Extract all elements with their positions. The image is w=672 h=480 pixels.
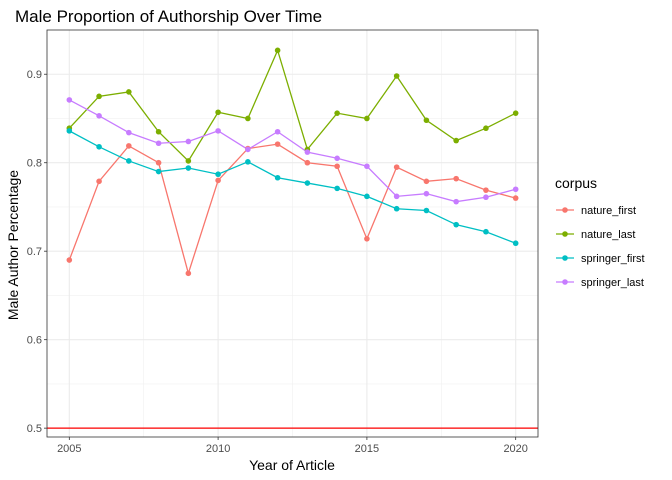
data-point-springer_first [453, 221, 459, 228]
data-point-springer_first [215, 171, 221, 178]
data-point-springer_first [185, 165, 192, 171]
data-point-springer_last [364, 163, 370, 170]
data-point-nature_last [126, 89, 132, 95]
data-point-springer_last [274, 128, 281, 135]
y-axis-title: Male Author Percentage [5, 170, 21, 320]
legend-title: corpus [555, 175, 597, 191]
plot-area [46, 29, 539, 438]
legend-label: nature_last [581, 229, 635, 241]
y-tick-label: 0.7 [27, 246, 42, 258]
data-point-springer_first [245, 159, 251, 165]
data-point-nature_first [274, 141, 281, 147]
legend-item-nature_last: nature_last [556, 229, 635, 241]
data-point-nature_first [155, 159, 162, 166]
data-point-springer_first [155, 168, 162, 175]
data-point-nature_last [483, 125, 489, 132]
series-group [66, 47, 519, 277]
data-point-springer_first [274, 174, 281, 181]
data-point-springer_last [453, 198, 459, 205]
data-point-springer_first [364, 193, 370, 200]
data-point-springer_last [393, 193, 400, 200]
data-point-nature_last [334, 110, 340, 116]
data-point-nature_last [185, 158, 192, 164]
data-point-nature_last [215, 109, 221, 116]
data-point-nature_last [245, 115, 251, 122]
legend-item-springer_last: springer_last [556, 277, 644, 289]
legend-key-point [562, 231, 568, 237]
data-point-springer_first [423, 207, 430, 214]
data-point-nature_first [304, 159, 311, 166]
data-point-springer_last [96, 113, 102, 119]
legend-item-nature_first: nature_first [556, 205, 636, 217]
data-point-springer_first [304, 180, 311, 186]
plot-border [46, 29, 539, 438]
data-point-springer_last [155, 140, 162, 147]
x-tick-label: 2015 [355, 443, 379, 455]
data-point-nature_last [512, 110, 519, 116]
data-point-nature_last [364, 115, 370, 122]
data-point-springer_first [334, 185, 340, 192]
data-point-nature_first [66, 257, 73, 263]
data-point-springer_first [483, 228, 489, 235]
data-point-nature_last [96, 93, 102, 100]
data-point-nature_first [334, 163, 340, 170]
chart-title: Male Proportion of Authorship Over Time [15, 7, 322, 26]
data-point-nature_first [215, 177, 221, 184]
data-point-nature_first [483, 187, 489, 193]
data-point-springer_last [66, 97, 73, 103]
data-point-nature_first [393, 164, 400, 170]
data-point-springer_last [483, 194, 489, 201]
data-point-nature_last [453, 137, 459, 144]
legend-key-point [562, 207, 568, 213]
data-point-nature_first [364, 236, 370, 242]
legend-label: springer_last [581, 277, 644, 289]
series-line-nature_last [68, 48, 516, 162]
data-point-nature_last [393, 73, 400, 79]
legend-key-point [562, 279, 568, 285]
y-tick-label: 0.5 [27, 423, 42, 435]
data-point-nature_first [512, 195, 519, 201]
data-point-nature_last [423, 117, 430, 124]
data-point-nature_first [185, 270, 192, 277]
data-point-springer_last [304, 149, 311, 155]
data-point-springer_last [334, 155, 340, 162]
data-point-springer_first [126, 158, 132, 164]
legend: corpus nature_first nature_last springer_f… [555, 175, 645, 289]
data-point-nature_first [96, 178, 102, 185]
legend-label: springer_first [581, 253, 645, 265]
x-tick-label: 2005 [57, 443, 81, 455]
x-axis: 2005 2010 2015 2020 [57, 437, 528, 455]
series-line-springer_last [69, 99, 516, 203]
data-point-nature_first [423, 178, 430, 185]
x-tick-label: 2010 [206, 443, 230, 455]
series-line-springer_first [69, 130, 516, 244]
legend-key-point [562, 255, 568, 261]
data-point-springer_last [215, 128, 221, 134]
data-point-nature_first [453, 175, 459, 182]
data-point-springer_first [96, 143, 102, 150]
data-point-springer_first [393, 205, 400, 212]
series-line-nature_first [68, 143, 516, 276]
data-point-springer_last [126, 129, 132, 136]
y-tick-label: 0.8 [27, 158, 42, 170]
data-point-springer_last [512, 186, 519, 193]
data-point-springer_last [423, 190, 430, 197]
data-point-springer_last [245, 146, 251, 153]
legend-items: nature_first nature_last springer_firstspr… [556, 205, 645, 289]
x-tick-label: 2020 [503, 443, 527, 455]
data-point-springer_first [512, 240, 519, 247]
legend-label: nature_first [581, 205, 636, 217]
data-point-nature_last [274, 47, 281, 54]
y-tick-label: 0.9 [27, 69, 42, 81]
x-axis-title: Year of Article [249, 457, 335, 473]
data-point-nature_first [126, 143, 132, 149]
data-point-nature_last [155, 128, 162, 135]
y-axis: 0.5 0.6 0.7 0.8 0.9 [27, 69, 47, 435]
data-point-springer_first [66, 128, 73, 134]
y-tick-label: 0.6 [27, 335, 42, 347]
data-point-springer_last [185, 138, 192, 145]
legend-item-springer_first: springer_first [556, 253, 645, 265]
